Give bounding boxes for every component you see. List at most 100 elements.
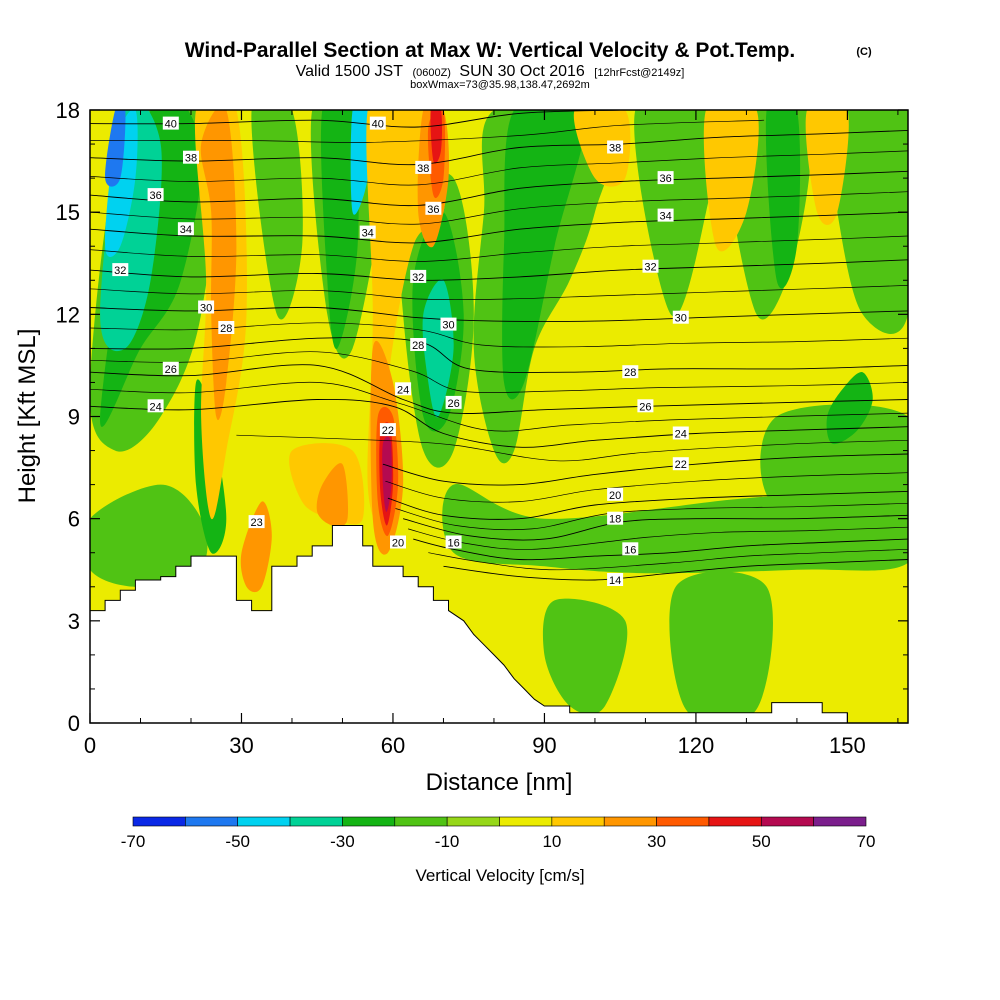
theta-label-17: 24 bbox=[397, 384, 409, 396]
theta-label-22: 38 bbox=[609, 143, 621, 155]
colorbar-tick-label-5: 30 bbox=[647, 832, 666, 851]
colorbar-swatch-5 bbox=[394, 816, 448, 827]
theta-label-bg-13 bbox=[359, 225, 376, 239]
velocity-cell-16 bbox=[502, 110, 586, 400]
theta-label-bg-24 bbox=[657, 208, 674, 222]
velocity-field bbox=[90, 110, 908, 723]
x-axis-label: Distance [nm] bbox=[426, 769, 573, 796]
theta-label-bg-22 bbox=[607, 140, 624, 154]
theta-label-bg-34 bbox=[607, 573, 624, 586]
theta-contour-26 bbox=[90, 364, 908, 414]
theta-label-bg-8 bbox=[147, 399, 164, 413]
theta-label-28: 26 bbox=[639, 401, 651, 413]
velocity-cell-34 bbox=[316, 463, 349, 527]
velocity-cell-21 bbox=[422, 279, 454, 418]
theta-label-29: 24 bbox=[675, 429, 687, 441]
theta-label-bg-26 bbox=[672, 310, 689, 324]
theta-label-0: 40 bbox=[165, 119, 177, 131]
theta-contour-38 bbox=[90, 129, 908, 166]
x-tick-label-4: 120 bbox=[678, 733, 715, 758]
theta-label-bg-19 bbox=[379, 423, 396, 437]
y-tick-label-1: 3 bbox=[68, 609, 80, 634]
theta-label-32: 18 bbox=[609, 514, 621, 526]
y-tick-label-3: 9 bbox=[68, 405, 80, 430]
theta-label-bg-31 bbox=[607, 487, 624, 501]
colorbar-swatch-8 bbox=[551, 816, 605, 827]
velocity-cell-28 bbox=[573, 110, 631, 187]
theta-contour-minor-9 bbox=[90, 235, 908, 262]
x-tick-label-0: 0 bbox=[84, 733, 96, 758]
theta-contour-minor-11 bbox=[90, 150, 908, 186]
theta-label-bg-12 bbox=[425, 201, 442, 215]
x-tick-label-2: 60 bbox=[381, 733, 405, 758]
theta-label-bg-32 bbox=[607, 511, 624, 525]
theta-label-bg-4 bbox=[112, 263, 129, 277]
theta-contour-minor-0 bbox=[428, 548, 908, 571]
velocity-cell-29 bbox=[703, 110, 759, 252]
theta-contour-20 bbox=[387, 490, 908, 520]
theta-label-bg-0 bbox=[162, 116, 179, 130]
theta-label-26: 30 bbox=[675, 313, 687, 325]
velocity-cell-11 bbox=[760, 404, 908, 527]
theta-label-2: 36 bbox=[149, 190, 161, 202]
theta-label-1: 38 bbox=[185, 153, 197, 165]
velocity-cell-12 bbox=[90, 484, 208, 587]
colorbar-swatch-2 bbox=[237, 816, 291, 827]
theta-label-20: 20 bbox=[392, 538, 404, 550]
theta-label-34: 14 bbox=[609, 575, 621, 587]
colorbar-swatch-4 bbox=[342, 816, 396, 827]
velocity-cell-39 bbox=[430, 110, 443, 164]
theta-label-14: 32 bbox=[412, 272, 424, 284]
colorbar-swatch-7 bbox=[499, 816, 553, 827]
theta-label-12: 36 bbox=[427, 204, 439, 216]
colorbar-swatch-12 bbox=[760, 816, 814, 827]
theta-contour-minor-12 bbox=[90, 119, 765, 143]
subtitle-box: boxWmax=73@35.98,138.47,2692m bbox=[410, 79, 590, 91]
plot-area: 40 38 36 34 32 30 28 26 24 23 40 38 36 34 32 30 28 24 26 22… bbox=[90, 110, 908, 723]
theta-contour-labels: 40 38 36 34 32 30 28 26 24 23 40 38 36 34 32 30 28 24 26 22… bbox=[112, 116, 689, 587]
theta-label-27: 28 bbox=[624, 367, 636, 379]
theta-contour-minor-3 bbox=[385, 472, 908, 503]
theta-label-bg-11 bbox=[415, 160, 432, 174]
colorbar-tick-label-4: 10 bbox=[542, 832, 561, 851]
theta-contour-minor-1 bbox=[408, 526, 908, 550]
theta-label-10: 40 bbox=[372, 119, 384, 131]
theta-label-bg-2 bbox=[147, 188, 164, 202]
theta-label-bg-3 bbox=[177, 222, 194, 236]
colorbar-tick-label-1: -50 bbox=[225, 832, 250, 851]
velocity-cell-17 bbox=[765, 110, 801, 289]
y-tick-label-5: 15 bbox=[56, 200, 80, 225]
velocity-cell-14 bbox=[320, 110, 359, 349]
colorbar-swatch-10 bbox=[656, 816, 710, 827]
theta-contour-14 bbox=[443, 559, 908, 581]
theta-label-21: 16 bbox=[447, 538, 459, 550]
chart-title: Wind-Parallel Section at Max W: Vertical… bbox=[185, 39, 796, 62]
theta-contours bbox=[90, 110, 908, 581]
colorbar-swatch-11 bbox=[708, 816, 762, 827]
theta-contour-30 bbox=[90, 306, 908, 322]
theta-contour-minor-8 bbox=[90, 285, 908, 301]
theta-label-bg-30 bbox=[672, 457, 689, 471]
theta-contour-32 bbox=[90, 259, 908, 281]
theta-label-bg-7 bbox=[162, 361, 179, 375]
theta-label-19: 22 bbox=[382, 425, 394, 437]
theta-label-bg-23 bbox=[657, 171, 674, 185]
theta-label-8: 24 bbox=[149, 401, 161, 413]
theta-contour-28 bbox=[90, 336, 908, 373]
y-tick-label-2: 6 bbox=[68, 507, 80, 532]
theta-contour-minor-4 bbox=[236, 434, 908, 462]
theta-contour-minor-10 bbox=[90, 191, 908, 225]
x-tick-label-1: 30 bbox=[229, 733, 253, 758]
theta-label-18: 26 bbox=[447, 398, 459, 410]
theta-label-bg-33 bbox=[622, 542, 639, 556]
y-tick-label-6: 18 bbox=[56, 98, 80, 123]
theta-contour-34 bbox=[90, 211, 908, 244]
colorbar-tick-label-6: 50 bbox=[752, 832, 771, 851]
theta-label-15: 30 bbox=[442, 320, 454, 332]
theta-label-bg-15 bbox=[440, 317, 457, 331]
theta-contour-18 bbox=[402, 514, 908, 541]
velocity-cell-18 bbox=[826, 372, 873, 445]
colorbar-swatch-13 bbox=[813, 816, 867, 827]
